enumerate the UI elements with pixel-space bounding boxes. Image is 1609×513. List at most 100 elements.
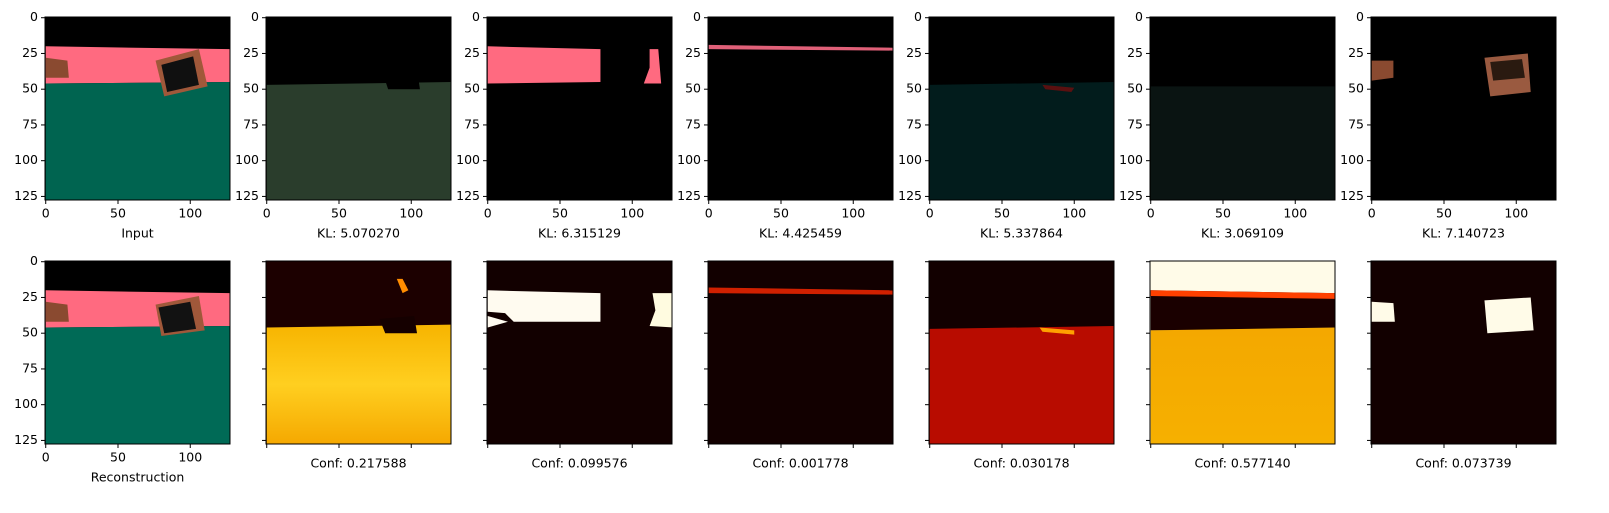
x-tick-label: 0 (42, 450, 50, 465)
x-tick-label: 0 (1368, 206, 1376, 221)
y-tick-label: 0 (30, 9, 38, 24)
y-tick-label: 100 (1340, 152, 1364, 167)
panel-caption: KL: 6.315129 (538, 226, 621, 241)
confidence-map (487, 261, 672, 444)
x-tick-label: 50 (110, 206, 126, 221)
y-tick-label: 75 (243, 116, 259, 131)
y-tick-label: 0 (1356, 9, 1364, 24)
y-tick-label: 75 (22, 116, 38, 131)
y-tick-label: 100 (898, 152, 922, 167)
y-tick-label: 25 (685, 45, 701, 60)
y-tick-label: 25 (1127, 45, 1143, 60)
y-tick-label: 125 (14, 188, 38, 203)
y-tick-label: 100 (456, 152, 480, 167)
confidence-map (266, 261, 451, 444)
y-tick-label: 100 (14, 396, 38, 411)
y-tick-label: 75 (22, 360, 38, 375)
y-tick-label: 75 (906, 116, 922, 131)
x-tick-label: 50 (1436, 206, 1452, 221)
y-tick-label: 125 (898, 188, 922, 203)
x-tick-label: 100 (841, 206, 865, 221)
confidence-map (1150, 261, 1335, 444)
x-tick-label: 0 (42, 206, 50, 221)
y-tick-label: 75 (1127, 116, 1143, 131)
panel-caption: Conf: 0.217588 (310, 456, 406, 471)
confidence-map (1371, 261, 1556, 444)
reconstruction-image (45, 261, 230, 444)
slot-image (1150, 17, 1335, 200)
y-tick-label: 0 (30, 253, 38, 268)
panel-caption: Conf: 0.030178 (973, 456, 1069, 471)
confidence-map (708, 261, 893, 444)
x-tick-label: 50 (331, 206, 347, 221)
x-tick-label: 100 (1504, 206, 1528, 221)
y-tick-label: 50 (464, 81, 480, 96)
x-tick-label: 100 (620, 206, 644, 221)
axes-frame (707, 16, 894, 201)
x-tick-label: 0 (926, 206, 934, 221)
x-tick-label: 0 (484, 206, 492, 221)
y-tick-label: 50 (685, 81, 701, 96)
y-tick-label: 75 (464, 116, 480, 131)
y-tick-label: 50 (1348, 81, 1364, 96)
axes-frame (44, 260, 231, 445)
x-tick-label: 50 (773, 206, 789, 221)
x-tick-label: 50 (110, 450, 126, 465)
y-tick-label: 0 (914, 9, 922, 24)
y-tick-label: 50 (243, 81, 259, 96)
axes-frame (1370, 260, 1557, 445)
y-tick-label: 25 (22, 289, 38, 304)
axes-frame (265, 16, 452, 201)
panel-caption: KL: 7.140723 (1422, 226, 1505, 241)
x-tick-label: 100 (178, 450, 202, 465)
panel-caption: Conf: 0.577140 (1194, 456, 1290, 471)
panel-caption: KL: 5.337864 (980, 226, 1063, 241)
confidence-map (929, 261, 1114, 444)
y-tick-label: 50 (906, 81, 922, 96)
y-tick-label: 100 (677, 152, 701, 167)
slot-image (708, 17, 893, 200)
panel-caption: Conf: 0.099576 (531, 456, 627, 471)
axes-frame (928, 16, 1115, 201)
y-tick-label: 0 (472, 9, 480, 24)
panel-caption: Conf: 0.073739 (1415, 456, 1511, 471)
y-tick-label: 75 (1348, 116, 1364, 131)
axes-frame (44, 16, 231, 201)
axes-frame (486, 260, 673, 445)
panel-caption: Reconstruction (91, 470, 185, 485)
y-tick-label: 0 (693, 9, 701, 24)
axes-frame (1370, 16, 1557, 201)
x-tick-label: 0 (263, 206, 271, 221)
y-tick-label: 125 (1340, 188, 1364, 203)
y-tick-label: 25 (464, 45, 480, 60)
y-tick-label: 100 (14, 152, 38, 167)
axes-frame (1149, 260, 1336, 445)
y-tick-label: 25 (1348, 45, 1364, 60)
panel-caption: KL: 4.425459 (759, 226, 842, 241)
y-tick-label: 125 (1119, 188, 1143, 203)
y-tick-label: 75 (685, 116, 701, 131)
x-tick-label: 0 (1147, 206, 1155, 221)
axes-frame (265, 260, 452, 445)
x-tick-label: 50 (994, 206, 1010, 221)
axes-frame (928, 260, 1115, 445)
x-tick-label: 100 (1062, 206, 1086, 221)
y-tick-label: 25 (22, 45, 38, 60)
panel-caption: Input (121, 226, 153, 241)
y-tick-label: 50 (22, 325, 38, 340)
y-tick-label: 125 (677, 188, 701, 203)
x-tick-label: 50 (1215, 206, 1231, 221)
y-tick-label: 125 (456, 188, 480, 203)
x-tick-label: 100 (178, 206, 202, 221)
panel-caption: KL: 5.070270 (317, 226, 400, 241)
x-tick-label: 0 (705, 206, 713, 221)
slot-image (266, 17, 451, 200)
y-tick-label: 50 (1127, 81, 1143, 96)
slot-image (1371, 17, 1556, 200)
axes-frame (1149, 16, 1336, 201)
y-tick-label: 25 (243, 45, 259, 60)
axes-frame (707, 260, 894, 445)
y-tick-label: 0 (1135, 9, 1143, 24)
y-tick-label: 100 (235, 152, 259, 167)
